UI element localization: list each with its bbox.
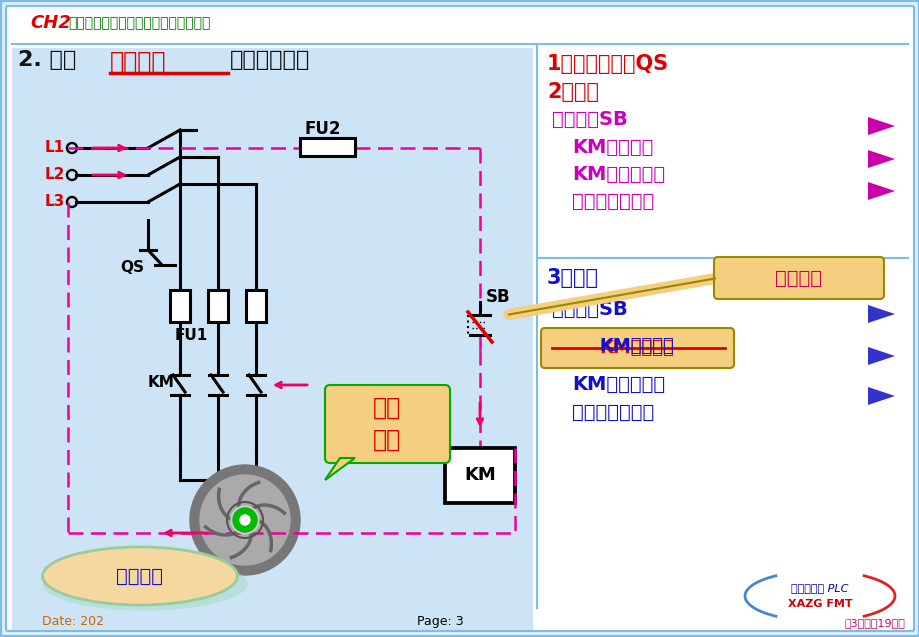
FancyBboxPatch shape: [208, 290, 228, 322]
Text: 2. 简述: 2. 简述: [18, 50, 76, 70]
Polygon shape: [867, 347, 894, 365]
Ellipse shape: [744, 571, 894, 621]
Ellipse shape: [42, 547, 237, 605]
Polygon shape: [867, 305, 894, 323]
Text: 线圈
失电: 线圈 失电: [372, 396, 401, 452]
Text: 3、停止: 3、停止: [547, 268, 598, 288]
Circle shape: [233, 508, 256, 532]
Polygon shape: [867, 182, 894, 200]
Text: 电动机得电运转: 电动机得电运转: [572, 192, 653, 211]
Text: 松开按鈕SB: 松开按鈕SB: [551, 300, 627, 319]
FancyBboxPatch shape: [245, 290, 266, 322]
Text: L3: L3: [45, 194, 65, 209]
Text: 按下按鈕SB: 按下按鈕SB: [551, 110, 627, 129]
FancyBboxPatch shape: [713, 257, 883, 299]
FancyBboxPatch shape: [6, 6, 913, 631]
Text: 点动控制: 点动控制: [110, 50, 166, 74]
Text: KM: KM: [463, 466, 495, 484]
Text: KM线圈通电: KM线圈通电: [572, 138, 652, 157]
Circle shape: [199, 475, 289, 565]
Circle shape: [190, 465, 300, 575]
Text: L1: L1: [45, 140, 65, 155]
Circle shape: [231, 506, 259, 534]
Text: L2: L2: [45, 167, 65, 182]
FancyBboxPatch shape: [12, 48, 532, 630]
Polygon shape: [867, 387, 894, 405]
FancyBboxPatch shape: [324, 385, 449, 463]
Polygon shape: [867, 117, 894, 135]
FancyBboxPatch shape: [445, 448, 515, 503]
Text: FU2: FU2: [305, 120, 341, 138]
Text: 电动机失电停转: 电动机失电停转: [572, 403, 653, 422]
FancyBboxPatch shape: [170, 290, 190, 322]
FancyBboxPatch shape: [300, 138, 355, 156]
Text: 电气控制与 PLC: 电气控制与 PLC: [790, 583, 847, 593]
Text: 1、合上刀开关QS: 1、合上刀开关QS: [547, 54, 668, 74]
Text: 电机停止: 电机停止: [117, 566, 164, 585]
Text: KM主触头断开: KM主触头断开: [572, 375, 664, 394]
Text: 的工作原理？: 的工作原理？: [230, 50, 310, 70]
Circle shape: [240, 515, 250, 525]
FancyBboxPatch shape: [540, 328, 733, 368]
Text: KM: KM: [148, 375, 175, 390]
Text: Page: 3: Page: 3: [416, 615, 463, 628]
Text: Date: 202: Date: 202: [42, 615, 104, 628]
Text: FU1: FU1: [175, 328, 208, 343]
Text: 《机械设备控制技术》之电气控制技术: 《机械设备控制技术》之电气控制技术: [68, 16, 210, 30]
Polygon shape: [867, 150, 894, 168]
Text: 2、起动: 2、起动: [547, 82, 598, 102]
Text: CH2: CH2: [30, 14, 71, 32]
Polygon shape: [324, 458, 355, 480]
Text: XAZG FMT: XAZG FMT: [787, 599, 851, 609]
Text: KM线圈通电: KM线圈通电: [599, 339, 674, 357]
Text: KM线圈断电: KM线圈断电: [599, 337, 674, 355]
Ellipse shape: [42, 557, 247, 610]
Text: 松开按鈕: 松开按鈕: [775, 269, 822, 287]
Text: QS: QS: [119, 260, 144, 275]
Text: KM主触头闭合: KM主触头闭合: [572, 165, 664, 184]
Text: SB: SB: [485, 288, 510, 306]
Text: 第3页，共19页。: 第3页，共19页。: [844, 618, 904, 628]
